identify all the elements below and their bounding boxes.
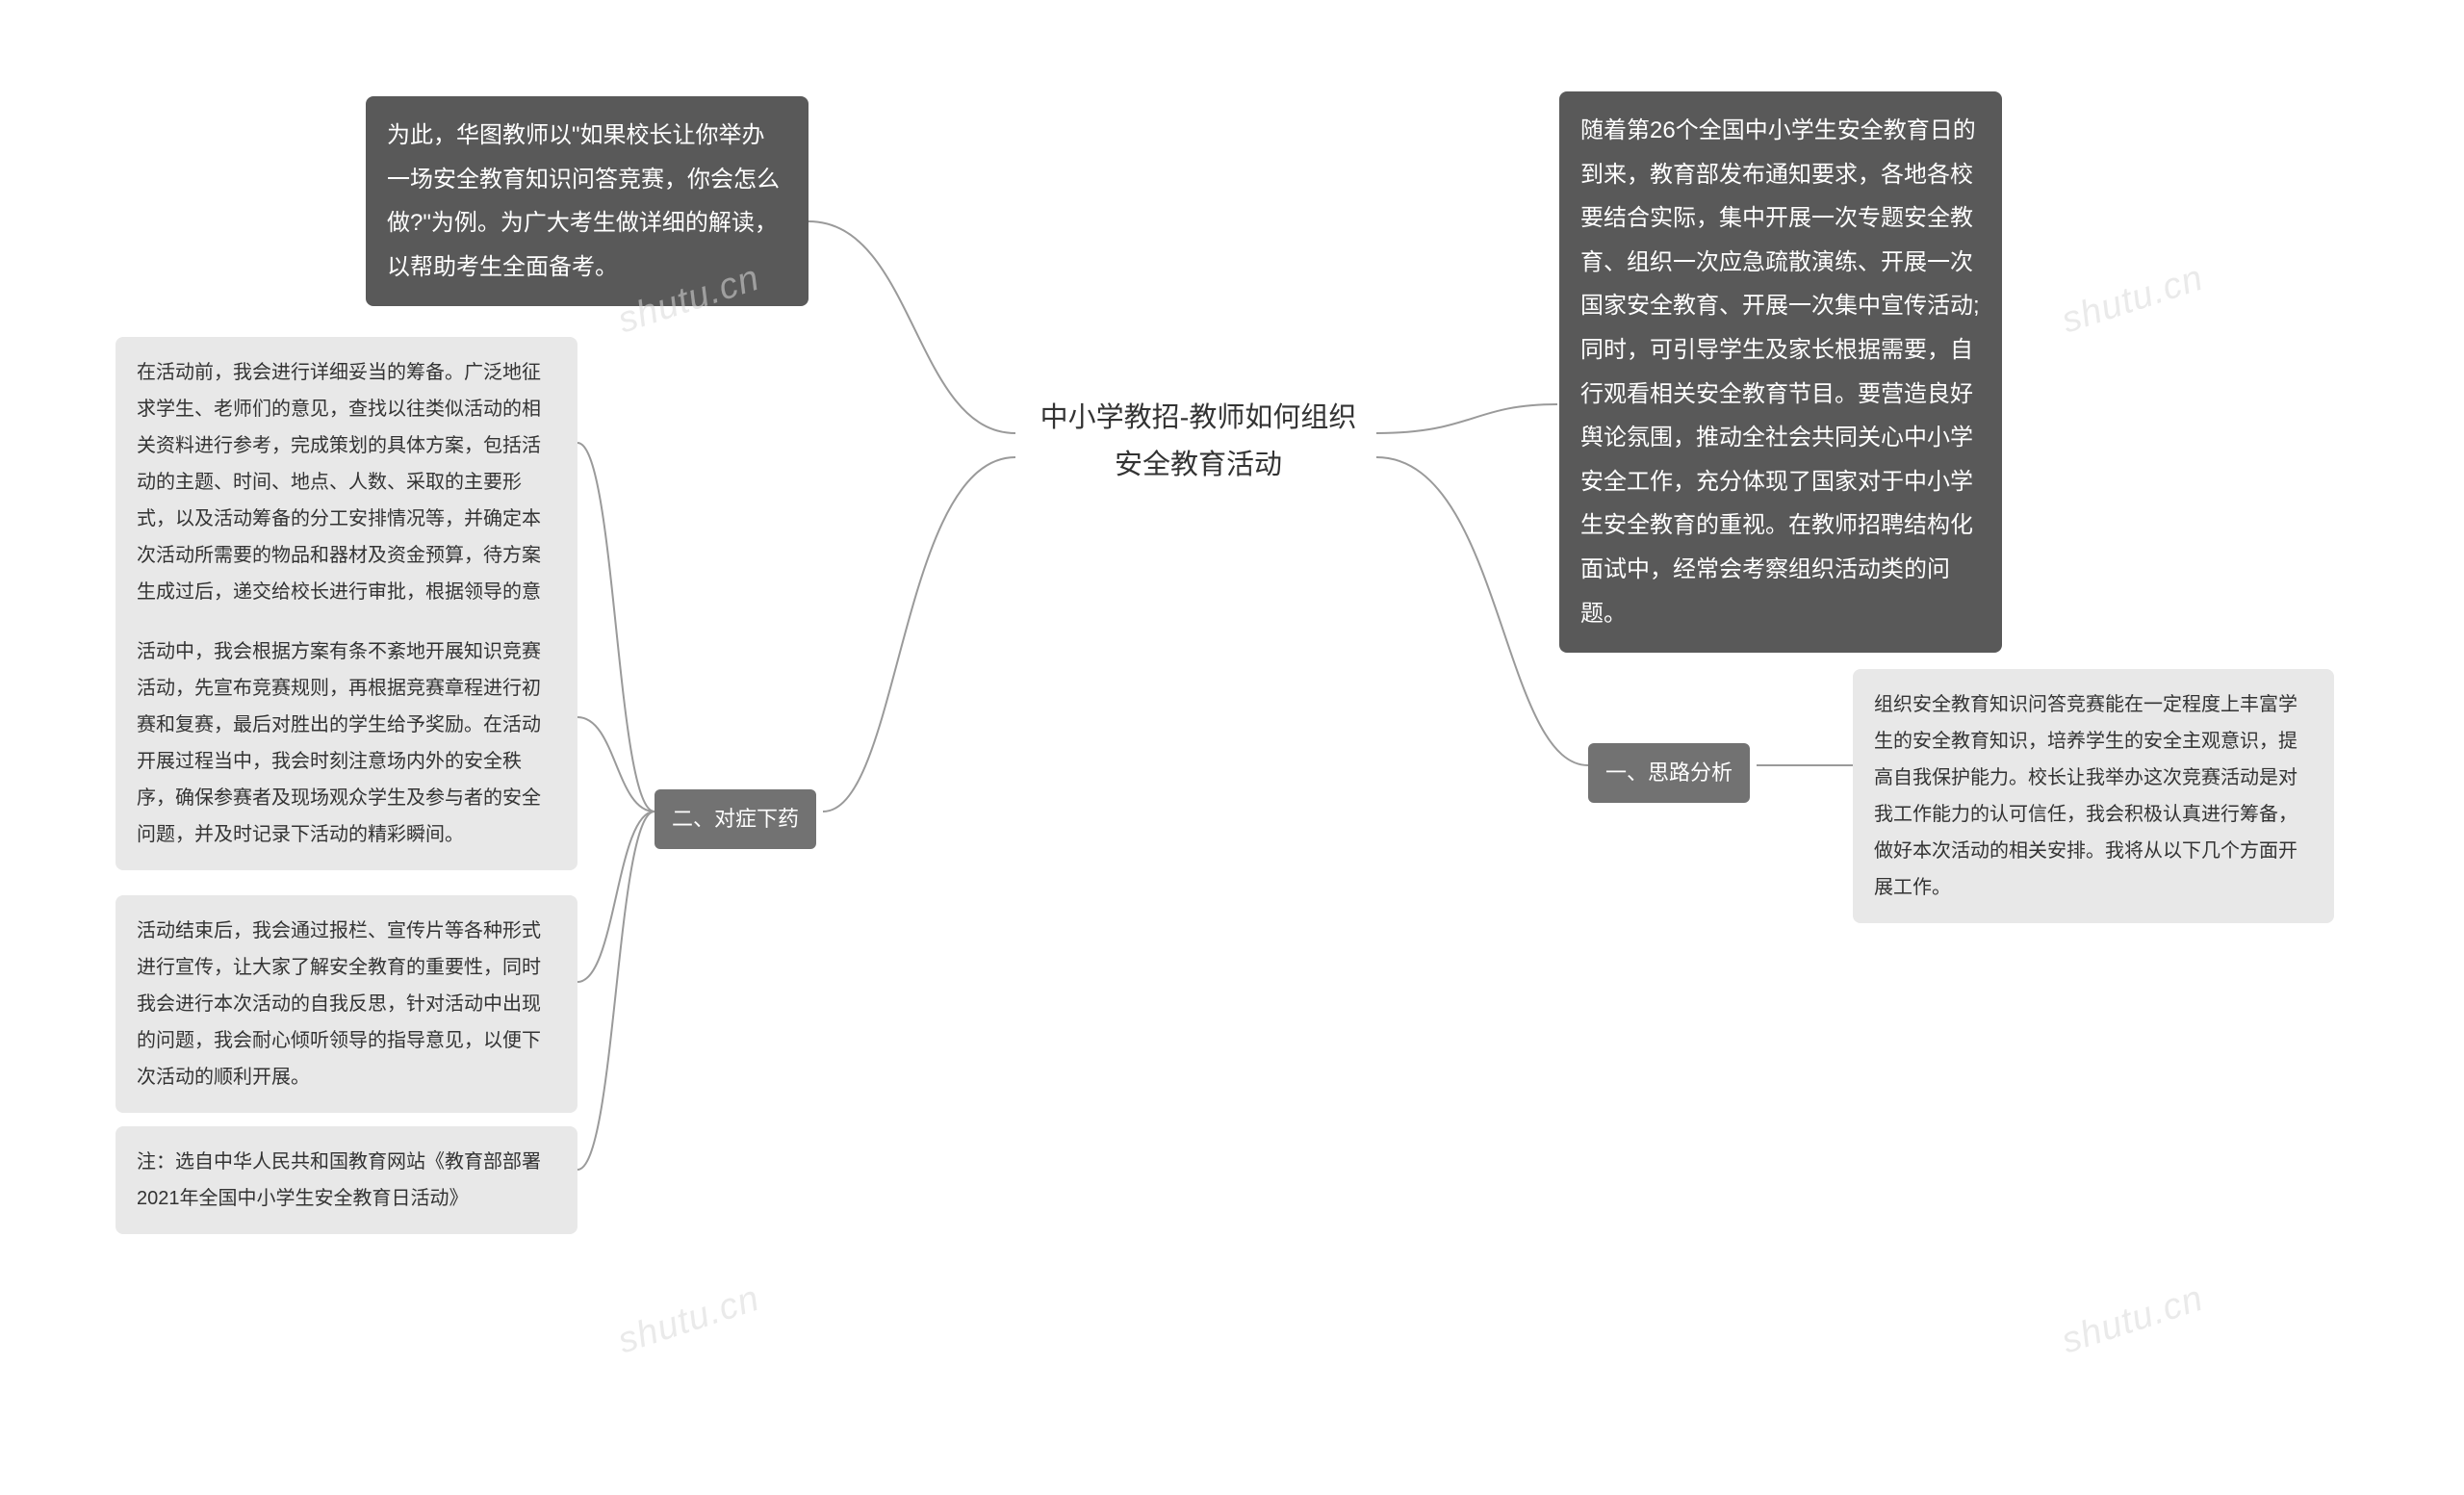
right-child: 组织安全教育知识问答竞赛能在一定程度上丰富学生的安全教育知识，培养学生的安全主观… xyxy=(1853,669,2334,923)
left-child-1-text: 在活动前，我会进行详细妥当的筹备。广泛地征求学生、老师们的意见，查找以往类似活动… xyxy=(137,362,541,639)
wm3: shutu.cn xyxy=(613,1278,764,1362)
left-top-text: 为此，华图教师以"如果校长让你举办一场安全教育知识问答竞赛，你会怎么做?"为例。… xyxy=(387,122,780,280)
watermark-4: shutu.cn xyxy=(2057,1278,2209,1363)
center-title: 中小学教招-教师如何组织 安全教育活动 xyxy=(1020,395,1376,490)
wm4: shutu.cn xyxy=(2057,1278,2208,1362)
left-top-dark: 为此，华图教师以"如果校长让你举办一场安全教育知识问答竞赛，你会怎么做?"为例。… xyxy=(366,96,808,306)
right-branch-text: 一、思路分析 xyxy=(1605,760,1732,785)
left-child-4-text: 注：选自中华人民共和国教育网站《教育部部署2021年全国中小学生安全教育日活动》 xyxy=(137,1151,541,1209)
watermark-2: shutu.cn xyxy=(2057,258,2209,343)
center-line1: 中小学教招-教师如何组织 xyxy=(1040,402,1357,433)
left-branch-text: 二、对症下药 xyxy=(672,807,799,831)
left-child-3-text: 活动结束后，我会通过报栏、宣传片等各种形式进行宣传，让大家了解安全教育的重要性，… xyxy=(137,920,541,1088)
wm2: shutu.cn xyxy=(2057,258,2208,342)
right-branch-label: 一、思路分析 xyxy=(1588,743,1750,803)
left-child-2-text: 活动中，我会根据方案有条不紊地开展知识竞赛活动，先宣布竞赛规则，再根据竞赛章程进… xyxy=(137,641,541,845)
right-top-text: 随着第26个全国中小学生安全教育日的到来，教育部发布通知要求，各地各校要结合实际… xyxy=(1580,117,1980,627)
left-child-1: 在活动前，我会进行详细妥当的筹备。广泛地征求学生、老师们的意见，查找以往类似活动… xyxy=(116,337,578,664)
watermark-3: shutu.cn xyxy=(613,1278,765,1363)
right-child-text: 组织安全教育知识问答竞赛能在一定程度上丰富学生的安全教育知识，培养学生的安全主观… xyxy=(1874,694,2297,898)
right-top-dark: 随着第26个全国中小学生安全教育日的到来，教育部发布通知要求，各地各校要结合实际… xyxy=(1559,91,2002,653)
left-child-4: 注：选自中华人民共和国教育网站《教育部部署2021年全国中小学生安全教育日活动》 xyxy=(116,1126,578,1234)
left-child-2: 活动中，我会根据方案有条不紊地开展知识竞赛活动，先宣布竞赛规则，再根据竞赛章程进… xyxy=(116,616,578,870)
left-child-3: 活动结束后，我会通过报栏、宣传片等各种形式进行宣传，让大家了解安全教育的重要性，… xyxy=(116,895,578,1113)
left-branch-label: 二、对症下药 xyxy=(654,789,816,849)
center-line2: 安全教育活动 xyxy=(1115,450,1282,480)
